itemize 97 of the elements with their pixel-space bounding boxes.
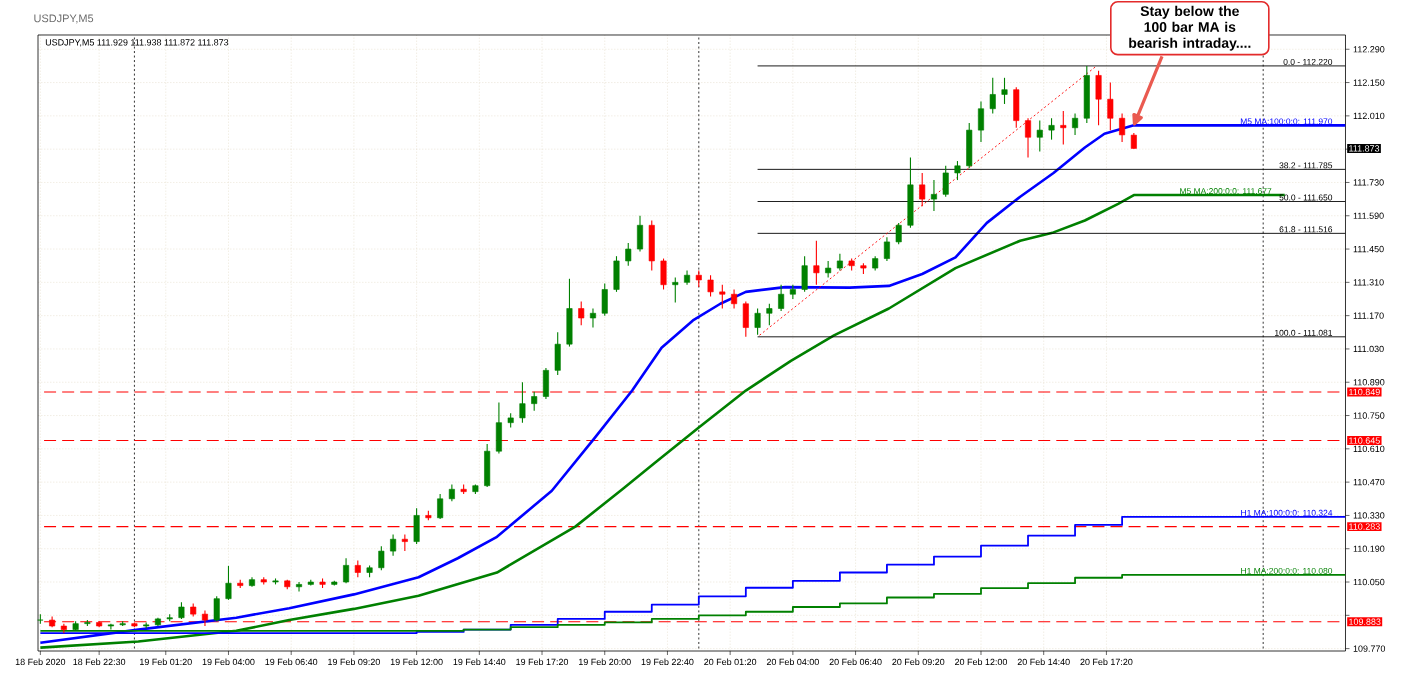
- x-tick-label: 20 Feb 17:20: [1080, 658, 1133, 666]
- candlestick: [213, 595, 220, 622]
- y-tick-label: 110.330: [1353, 512, 1385, 519]
- candlestick: [1095, 70, 1102, 126]
- y-tick-label: 111.030: [1353, 345, 1384, 353]
- y-tick-label: 110.470: [1353, 478, 1385, 486]
- candlestick: [789, 284, 796, 300]
- y-tick-label: 112.010: [1353, 112, 1385, 120]
- x-tick-label: 19 Feb 20:00: [579, 658, 631, 666]
- y-tick-label: 112.150: [1353, 79, 1385, 86]
- x-tick-label: 20 Feb 12:00: [955, 658, 1008, 666]
- ref-line-label: 110.283: [1349, 523, 1380, 530]
- line-series: [39, 124, 1346, 644]
- text: 111.873: [1349, 145, 1380, 152]
- candlestick: [296, 581, 303, 593]
- x-tick-label: 19 Feb 22:40: [641, 658, 694, 666]
- candlestick: [672, 277, 679, 304]
- series-label: 38.2 - 111.785: [1279, 162, 1333, 169]
- y-tick-label: 112.290: [1353, 46, 1385, 53]
- series-label: 0.0 - 112.220: [1283, 58, 1333, 65]
- series-label: 61.8 - 111.516: [1279, 226, 1333, 233]
- x-tick-label: 20 Feb 01:20: [704, 658, 757, 666]
- x-tick-label: 18 Feb 22:30: [73, 658, 126, 666]
- candlestick: [1001, 77, 1008, 105]
- x-tick-label: 19 Feb 17:20: [516, 658, 569, 666]
- candlestick: [437, 493, 444, 520]
- candlestick: [754, 307, 761, 336]
- ref-line-label: 110.849: [1349, 388, 1380, 396]
- series-label: M5 MA:200:0:0: 111.677: [1180, 188, 1272, 195]
- chart-title: USDJPY,M5: [34, 14, 94, 24]
- x-tick-label: 20 Feb 09:20: [892, 658, 945, 666]
- y-tick-label: 111.450: [1353, 245, 1384, 253]
- x-tick-label: 19 Feb 12:00: [390, 658, 443, 666]
- candlestick: [731, 288, 738, 310]
- candlestick: [954, 160, 961, 181]
- y-tick-label: 109.770: [1353, 645, 1386, 652]
- y-tick-label: 110.610: [1353, 445, 1385, 453]
- candlestick: [1060, 110, 1067, 145]
- candlestick: [825, 260, 832, 279]
- series-label: H1 MA:100:0:0: 110.324: [1241, 509, 1333, 516]
- y-tick-label: 111.730: [1353, 179, 1384, 186]
- x-tick-label: 19 Feb 04:00: [202, 658, 255, 666]
- series-label: H1 MA:200:0:0: 110.080: [1241, 567, 1333, 574]
- y-tick-label: 110.750: [1353, 412, 1385, 419]
- candlestick: [637, 215, 644, 252]
- x-tick-label: 18 Feb 2020: [15, 658, 66, 666]
- candlestick: [531, 391, 538, 412]
- candlestick: [1119, 112, 1126, 143]
- candlestick: [1107, 82, 1114, 131]
- candlestick: [813, 240, 820, 286]
- ref-line-label: 109.883: [1349, 618, 1381, 625]
- x-tick-label: 19 Feb 09:20: [328, 658, 380, 666]
- annotation: Stay below the 100 bar MA is bearish intraday....: [1129, 5, 1251, 51]
- y-tick-label: 111.170: [1353, 312, 1384, 319]
- y-tick-label: 110.050: [1353, 578, 1385, 586]
- x-tick-label: 19 Feb 14:40: [453, 658, 506, 666]
- candlestick: [601, 282, 608, 317]
- candlestick: [519, 381, 526, 424]
- candlestick: [589, 307, 596, 329]
- series-label: 50.0 - 111.650: [1279, 194, 1333, 201]
- y-tick-label: 110.190: [1353, 545, 1385, 552]
- y-tick-label: 111.310: [1353, 279, 1384, 286]
- chart-subtitle: USDJPY,M5 111.929 111.938 111.872 111.873: [45, 39, 229, 47]
- candlestick: [742, 300, 749, 338]
- x-tick-label: 19 Feb 06:40: [265, 658, 318, 666]
- candlestick: [719, 284, 726, 310]
- ref-line-label: 110.645: [1349, 437, 1380, 444]
- candlestick: [766, 303, 773, 326]
- x-tick-label: 20 Feb 04:00: [766, 658, 819, 666]
- candlestick: [801, 255, 808, 293]
- y-tick-label: 111.590: [1353, 212, 1384, 219]
- candlestick: [1025, 117, 1032, 159]
- candlestick: [930, 179, 937, 212]
- candlestick: [343, 557, 350, 584]
- candlestick: [390, 533, 397, 557]
- x-tick-label: 20 Feb 14:40: [1017, 658, 1070, 666]
- candlestick: [778, 284, 785, 312]
- y-tick-label: 110.890: [1353, 379, 1385, 386]
- x-tick-label: 20 Feb 06:40: [829, 658, 882, 666]
- x-tick-label: 19 Feb 01:20: [140, 658, 192, 666]
- series-label: M5 MA:100:0:0: 111.970: [1240, 118, 1333, 125]
- candlestick: [1072, 112, 1079, 136]
- candlestick: [977, 101, 984, 143]
- candlestick: [578, 300, 585, 326]
- candlestick: [895, 222, 902, 245]
- candlestick: [1036, 120, 1043, 153]
- candlestick: [942, 165, 949, 198]
- candlestick: [919, 172, 926, 207]
- candlestick: [625, 242, 632, 267]
- candlestick: [1048, 117, 1055, 141]
- candlestick: [378, 545, 385, 571]
- candlestick: [707, 274, 714, 298]
- candlestick: [225, 565, 232, 601]
- candlestick: [883, 236, 890, 262]
- candlestick: [660, 258, 667, 291]
- series-label: 100.0 - 111.081: [1275, 329, 1333, 336]
- candlestick: [989, 77, 996, 115]
